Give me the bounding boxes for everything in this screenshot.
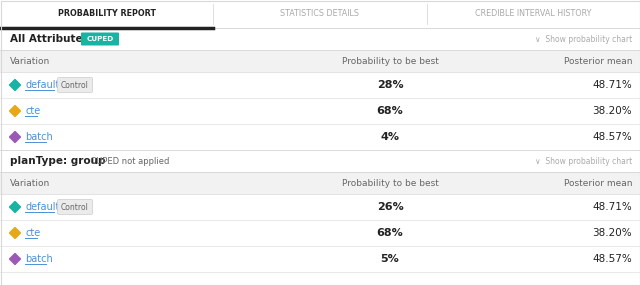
Text: CUPED: CUPED (86, 36, 114, 42)
Bar (0, 150, 640, 172)
Text: 48.57%: 48.57% (592, 254, 632, 264)
Polygon shape (10, 80, 20, 91)
Text: Probability to be best: Probability to be best (342, 56, 438, 66)
Text: 4%: 4% (381, 132, 399, 142)
Text: All Attributes: All Attributes (10, 34, 89, 44)
Text: 38.20%: 38.20% (593, 106, 632, 116)
Text: 48.71%: 48.71% (592, 202, 632, 212)
Text: Posterior mean: Posterior mean (563, 56, 632, 66)
Polygon shape (10, 253, 20, 264)
Text: batch: batch (25, 254, 52, 264)
Text: 26%: 26% (376, 202, 403, 212)
Text: 68%: 68% (376, 106, 403, 116)
Polygon shape (10, 227, 20, 239)
Bar (0, 124, 640, 150)
FancyBboxPatch shape (81, 32, 119, 46)
Bar (0, 194, 640, 220)
Text: 48.71%: 48.71% (592, 80, 632, 90)
FancyBboxPatch shape (58, 200, 93, 215)
Text: batch: batch (25, 132, 52, 142)
Text: STATISTICS DETAILS: STATISTICS DETAILS (280, 9, 360, 19)
Bar (0, 220, 640, 246)
Text: Control: Control (61, 80, 89, 89)
Text: cte: cte (25, 106, 40, 116)
Text: 48.57%: 48.57% (592, 132, 632, 142)
Text: 28%: 28% (377, 80, 403, 90)
Text: 5%: 5% (381, 254, 399, 264)
FancyBboxPatch shape (58, 78, 93, 93)
Bar (0, 50, 640, 72)
Bar (0, 28, 640, 50)
Text: planType: group: planType: group (10, 156, 106, 166)
Text: 38.20%: 38.20% (593, 228, 632, 238)
Bar (0, 172, 640, 194)
Text: CUPED not applied: CUPED not applied (85, 156, 170, 166)
Bar (0, 246, 640, 272)
Polygon shape (10, 201, 20, 213)
Text: Probability to be best: Probability to be best (342, 178, 438, 188)
Text: default: default (25, 202, 60, 212)
Polygon shape (10, 105, 20, 117)
Text: Control: Control (61, 203, 89, 211)
Text: 68%: 68% (376, 228, 403, 238)
Bar (0, 98, 640, 124)
Text: Variation: Variation (10, 56, 51, 66)
Text: PROBABILITY REPORT: PROBABILITY REPORT (58, 9, 156, 19)
Polygon shape (10, 131, 20, 142)
Bar (0, 0, 640, 28)
Text: cte: cte (25, 228, 40, 238)
Text: CREDIBLE INTERVAL HISTORY: CREDIBLE INTERVAL HISTORY (476, 9, 592, 19)
Text: ∨  Show probability chart: ∨ Show probability chart (535, 34, 632, 44)
Text: default: default (25, 80, 60, 90)
Text: Variation: Variation (10, 178, 51, 188)
Text: Posterior mean: Posterior mean (563, 178, 632, 188)
Text: ∨  Show probability chart: ∨ Show probability chart (535, 156, 632, 166)
Bar (0, 72, 640, 98)
